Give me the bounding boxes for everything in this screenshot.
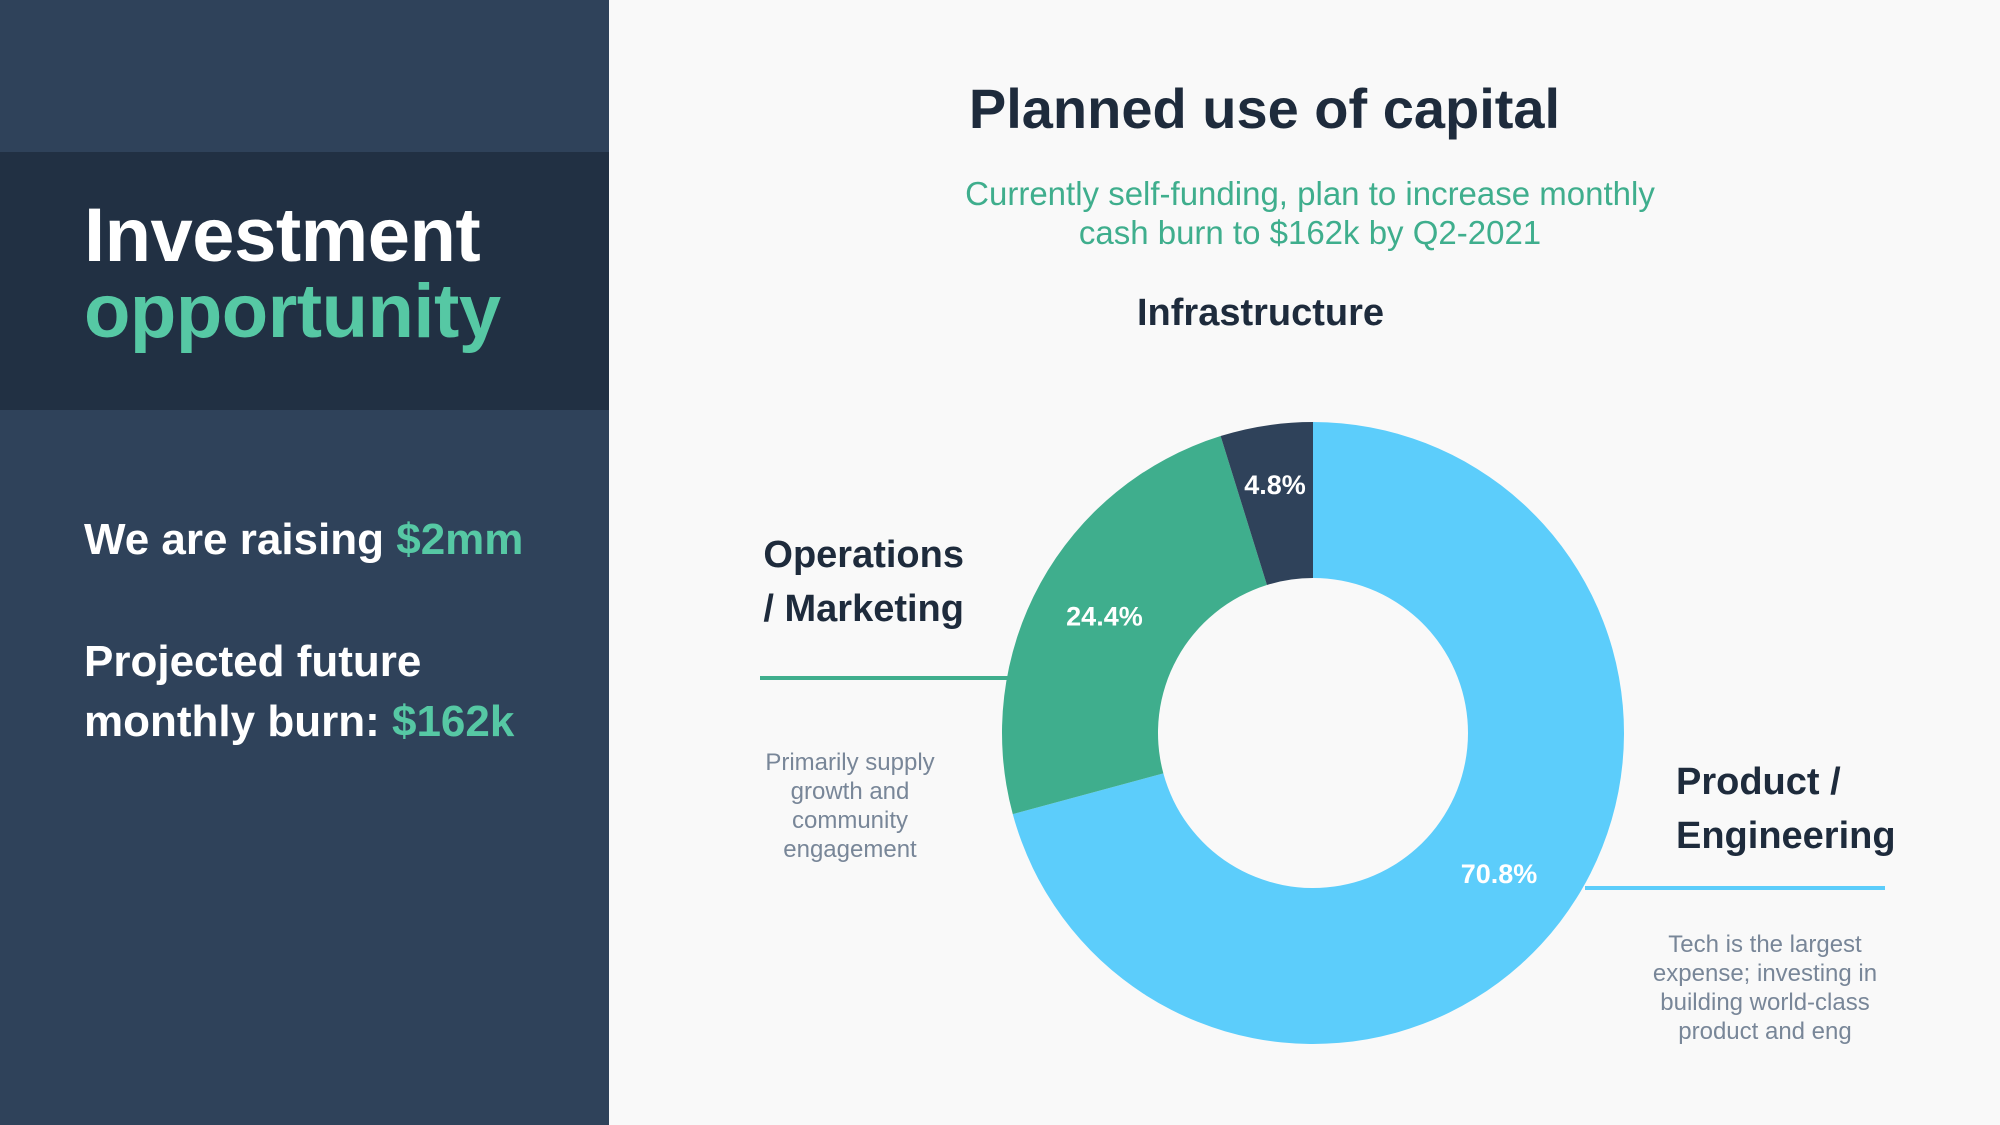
label-prod-line2: Engineering [1676,815,1896,857]
label-product-engineering: Product / Engineering [1676,755,1896,863]
label-prod-line1: Product / [1676,761,1841,803]
donut-slice-infrastructure [1220,422,1313,585]
desc-product-engineering: Tech is the largest expense; investing i… [1652,931,1878,1045]
hero-title: Investment opportunity [84,198,501,350]
prod-divider [1585,886,1885,890]
donut-slice-product-engineering [1012,422,1624,1045]
chart-subtitle-line1: Currently self-funding, plan to increase… [965,175,1655,212]
raise-amount: $2mm [396,515,524,564]
chart-subtitle: Currently self-funding, plan to increase… [920,174,1700,252]
burn-prefix: monthly burn: [84,697,392,746]
hero-title-line2: opportunity [84,269,501,354]
label-infrastructure: Infrastructure [1137,292,1385,334]
chart-subtitle-line2: cash burn to $162k by Q2-2021 [1078,214,1542,251]
title-band [0,152,609,410]
donut-slice-operations-marketing [1002,436,1267,815]
label-ops-line2: / Marketing [763,588,964,630]
burn-stat: Projected future monthly burn: $162k [84,632,514,752]
desc-operations-marketing: Primarily supply growth and community en… [765,749,935,863]
chart-title: Planned use of capital [968,77,1561,140]
raise-prefix: We are raising [84,515,397,564]
donut-value-label: 4.8% [1244,470,1306,500]
label-operations-marketing: Operations / Marketing [740,528,964,636]
label-ops-line1: Operations [763,534,964,576]
raise-stat: We are raising $2mm [84,510,523,570]
burn-amount: $162k [391,697,515,746]
donut-value-label: 70.8% [1461,859,1538,889]
hero-title-line1: Investment [84,193,481,278]
ops-divider [760,676,1010,680]
donut-value-label: 24.4% [1066,601,1143,631]
burn-line1: Projected future [84,637,422,686]
